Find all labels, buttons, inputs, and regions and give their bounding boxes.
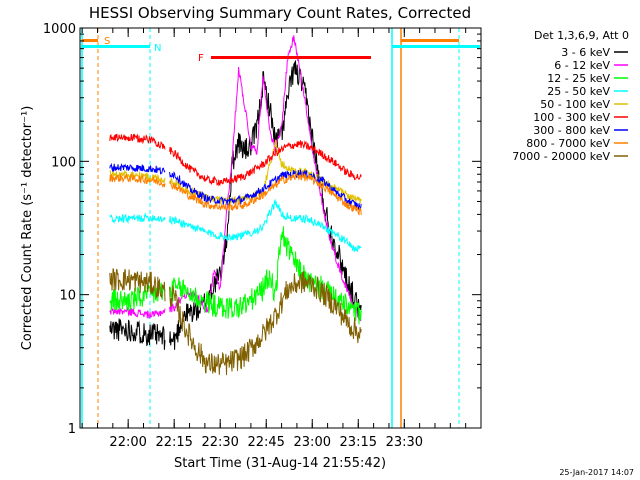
footer-timestamp: 25-Jan-2017 14:07: [559, 468, 634, 477]
y-tick-label: 10: [59, 289, 76, 304]
annotation-bar-n: [81, 45, 150, 48]
series-line: [109, 318, 166, 350]
annotation-bar-s: [82, 39, 98, 42]
legend-label: 7000 - 20000 keV: [512, 150, 610, 163]
y-axis-label: Corrected Count Rate (s⁻¹ detector⁻¹): [20, 106, 35, 351]
series-line: [109, 282, 166, 311]
annotation-bar-f: [211, 56, 371, 59]
x-tick-label: 23:00: [294, 435, 331, 450]
series-line: [169, 271, 362, 376]
x-tick-label: 22:15: [155, 435, 192, 450]
series-7000-20000-kev: [109, 268, 362, 376]
series-100-300-kev: [109, 133, 362, 187]
series-25-50-kev: [109, 198, 362, 252]
series-line: [109, 268, 166, 302]
series-line: [109, 169, 166, 184]
legend-title: Det 1,3,6,9, Att 0: [534, 29, 629, 42]
x-tick-label: 22:45: [247, 435, 284, 450]
axes-layer: 1 10 100 1000 22:00 22:15 22:30 22:45 23:00 23:15…: [43, 22, 481, 450]
series-line: [109, 211, 166, 225]
annotation-bar-n: [392, 45, 480, 48]
legend-label: 25 - 50 keV: [547, 85, 610, 98]
series-line: [169, 198, 362, 252]
series-12-25-kev: [109, 226, 362, 325]
y-tick-label: 1: [68, 422, 76, 437]
y-tick-label: 1000: [43, 22, 76, 37]
legend-label: 6 - 12 keV: [554, 59, 610, 72]
series-line: [169, 140, 362, 187]
series-line: [169, 169, 362, 211]
y-tick-label: 100: [51, 155, 76, 170]
series-line: [109, 173, 166, 189]
series-line: [169, 35, 362, 322]
series-300-800-kev: [109, 162, 362, 211]
plot-back: [81, 28, 460, 428]
series-6-12-kev: [109, 35, 362, 322]
overlay-layer: S N F: [81, 36, 480, 64]
x-tick-label: 22:00: [109, 435, 146, 450]
series-line: [109, 162, 166, 175]
legend-label: 12 - 25 keV: [547, 72, 610, 85]
x-tick-label: 23:30: [386, 435, 423, 450]
annotation-bar-s: [401, 39, 459, 42]
annotation-label-s: S: [104, 36, 110, 47]
series-line: [169, 172, 362, 216]
chart-title: HESSI Observing Summary Count Rates, Cor…: [89, 4, 471, 22]
annotation-label-n: N: [154, 43, 161, 54]
series-line: [109, 307, 166, 319]
legend-label: 300 - 800 keV: [533, 124, 610, 137]
legend-label: 100 - 300 keV: [533, 111, 610, 124]
legend-label: 800 - 7000 keV: [526, 137, 610, 150]
series-800-7000-kev: [109, 172, 362, 216]
series-line: [169, 60, 362, 350]
series-line: [109, 133, 166, 150]
legend-label: 50 - 100 keV: [540, 98, 610, 111]
legend-label: 3 - 6 keV: [561, 46, 610, 59]
x-axis-label: Start Time (31-Aug-14 21:55:42): [174, 456, 386, 471]
annotation-label-f: F: [198, 53, 204, 64]
x-tick-label: 23:15: [340, 435, 377, 450]
plot-frame: [79, 27, 482, 429]
x-tick-label: 22:30: [201, 435, 238, 450]
series-layer: [109, 35, 362, 376]
